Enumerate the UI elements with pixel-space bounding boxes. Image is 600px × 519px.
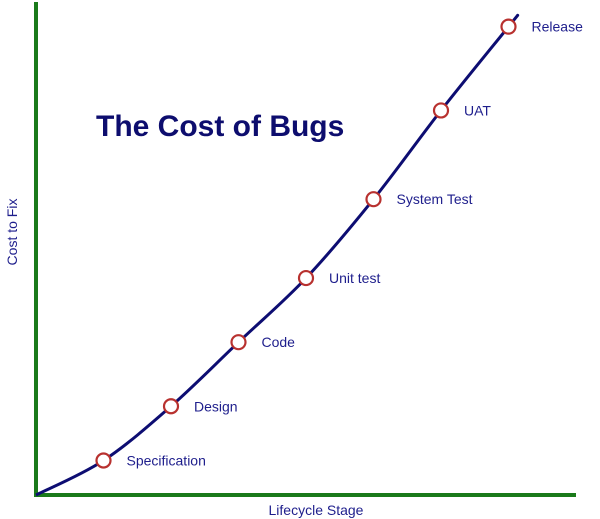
data-points: Specification Design Code Unit test System T… [95, 18, 584, 469]
data-label-system-test: System Test [397, 191, 473, 207]
data-label-code: Code [262, 334, 296, 350]
data-label-uat: UAT [464, 102, 491, 118]
y-axis-label: Cost to Fix [4, 199, 20, 266]
cost-curve-line [35, 13, 520, 497]
data-point-release [500, 18, 517, 35]
data-point-system-test [365, 191, 382, 208]
data-point-unit-test [297, 269, 315, 287]
data-label-release: Release [532, 19, 584, 35]
chart-title: The Cost of Bugs [96, 110, 344, 143]
x-axis-label: Lifecycle Stage [269, 502, 364, 518]
data-label-unit-test: Unit test [329, 270, 380, 286]
data-label-specification: Specification [127, 452, 206, 468]
data-point-uat [432, 102, 450, 119]
data-point-design [162, 398, 180, 415]
data-point-code [230, 334, 247, 351]
data-point-specification [95, 452, 112, 469]
axes [34, 2, 576, 497]
data-label-design: Design [194, 398, 238, 414]
